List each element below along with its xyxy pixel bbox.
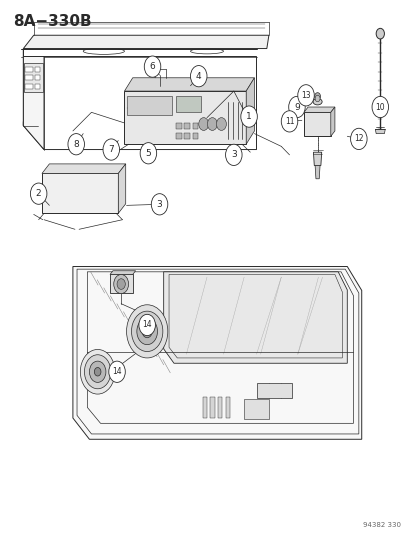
Circle shape xyxy=(103,139,119,160)
Circle shape xyxy=(216,118,226,131)
Bar xyxy=(34,75,40,80)
Bar xyxy=(176,96,200,112)
Circle shape xyxy=(234,157,239,164)
Text: 9: 9 xyxy=(293,102,299,111)
Circle shape xyxy=(297,85,313,106)
Bar xyxy=(126,96,171,115)
Bar xyxy=(210,397,214,418)
Polygon shape xyxy=(375,130,385,134)
Circle shape xyxy=(142,325,152,338)
Circle shape xyxy=(207,118,217,131)
Text: 7: 7 xyxy=(108,145,114,154)
Polygon shape xyxy=(314,165,319,179)
Circle shape xyxy=(375,28,384,39)
Circle shape xyxy=(140,143,156,164)
Text: 1: 1 xyxy=(246,112,252,121)
Polygon shape xyxy=(246,78,254,144)
Bar xyxy=(192,123,198,130)
Circle shape xyxy=(139,314,155,336)
Circle shape xyxy=(68,134,84,155)
Bar xyxy=(244,399,268,419)
Text: 3: 3 xyxy=(156,200,162,209)
Bar xyxy=(25,75,33,80)
Text: 94382 330: 94382 330 xyxy=(362,522,400,528)
Polygon shape xyxy=(163,272,347,364)
Circle shape xyxy=(114,274,128,294)
Bar xyxy=(24,63,43,92)
Bar xyxy=(25,67,33,72)
Circle shape xyxy=(30,183,47,204)
Polygon shape xyxy=(303,112,330,136)
Ellipse shape xyxy=(312,99,321,105)
Text: 11: 11 xyxy=(284,117,294,126)
Text: 6: 6 xyxy=(149,62,155,71)
Polygon shape xyxy=(313,152,321,165)
Text: 3: 3 xyxy=(230,150,236,159)
Text: 2: 2 xyxy=(36,189,41,198)
Polygon shape xyxy=(73,266,361,439)
Circle shape xyxy=(137,318,157,345)
Text: 8A−330B: 8A−330B xyxy=(13,14,91,29)
Circle shape xyxy=(371,96,388,118)
Circle shape xyxy=(314,95,319,102)
Bar xyxy=(176,123,181,130)
Polygon shape xyxy=(330,107,334,136)
Circle shape xyxy=(225,144,242,165)
Polygon shape xyxy=(118,164,126,213)
Polygon shape xyxy=(124,78,254,91)
Bar xyxy=(184,133,190,139)
Text: 13: 13 xyxy=(301,91,310,100)
Circle shape xyxy=(126,305,167,358)
Text: 10: 10 xyxy=(375,102,384,111)
Polygon shape xyxy=(42,164,126,173)
Circle shape xyxy=(350,128,366,150)
Circle shape xyxy=(314,93,320,100)
Bar xyxy=(34,67,40,72)
Circle shape xyxy=(288,96,304,118)
Circle shape xyxy=(190,66,206,87)
Bar xyxy=(192,133,198,139)
Circle shape xyxy=(114,372,117,376)
Bar xyxy=(25,84,33,90)
Circle shape xyxy=(80,350,115,394)
Circle shape xyxy=(151,193,167,215)
Bar xyxy=(176,133,181,139)
Circle shape xyxy=(198,118,208,131)
Bar xyxy=(225,397,229,418)
Polygon shape xyxy=(23,56,44,150)
Text: 4: 4 xyxy=(195,71,201,80)
Polygon shape xyxy=(303,107,334,112)
Circle shape xyxy=(240,106,257,127)
Polygon shape xyxy=(110,274,133,293)
Text: 8: 8 xyxy=(73,140,79,149)
Polygon shape xyxy=(124,91,246,144)
Text: 14: 14 xyxy=(112,367,121,376)
Polygon shape xyxy=(23,35,268,49)
Circle shape xyxy=(94,368,101,376)
Bar xyxy=(184,123,190,130)
Circle shape xyxy=(131,311,162,352)
Circle shape xyxy=(84,355,111,389)
Circle shape xyxy=(89,361,106,382)
Text: 12: 12 xyxy=(353,134,363,143)
Circle shape xyxy=(117,279,125,289)
Bar xyxy=(202,397,206,418)
Text: 5: 5 xyxy=(145,149,151,158)
Polygon shape xyxy=(42,173,118,213)
Bar xyxy=(34,84,40,90)
Circle shape xyxy=(109,361,125,382)
Circle shape xyxy=(144,56,160,77)
Text: 14: 14 xyxy=(142,320,152,329)
Polygon shape xyxy=(110,271,135,274)
Bar xyxy=(256,383,291,398)
Circle shape xyxy=(280,111,297,132)
Bar xyxy=(218,397,222,418)
